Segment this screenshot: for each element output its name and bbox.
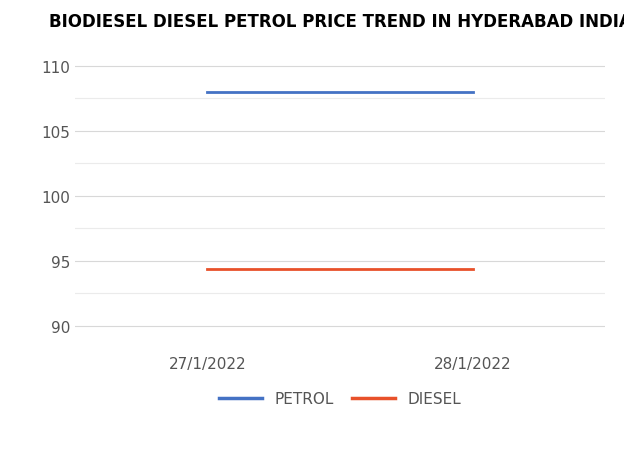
Title: BIODIESEL DIESEL PETROL PRICE TREND IN HYDERABAD INDIA: BIODIESEL DIESEL PETROL PRICE TREND IN H… (49, 13, 624, 31)
Legend: PETROL, DIESEL: PETROL, DIESEL (213, 386, 467, 413)
